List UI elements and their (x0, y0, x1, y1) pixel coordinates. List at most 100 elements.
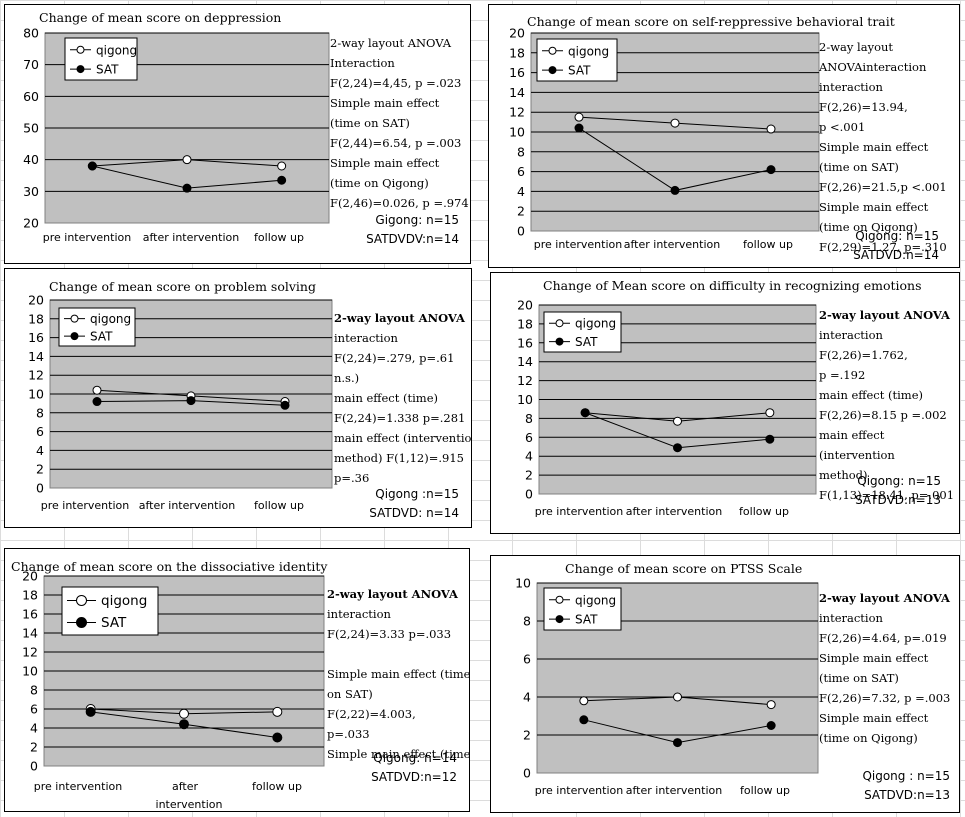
y-tick-label: 20 (22, 569, 38, 584)
data-point-sat (277, 175, 287, 185)
stats-line: (time on Qigong) (819, 731, 918, 745)
stats-line: (intervention (819, 448, 895, 462)
legend-marker (555, 337, 564, 346)
legend-marker (555, 319, 564, 328)
x-tick-label: pre intervention (43, 231, 132, 244)
stats-line: F(1,13)=18.41, p=.001 (819, 488, 955, 502)
y-tick-label: 20 (23, 216, 39, 231)
y-tick-label: 16 (28, 330, 44, 345)
chart-title: Change of mean score on self-reppressive… (527, 14, 895, 29)
stats-line: F(2,44)=6.54, p =.003 (330, 136, 462, 150)
legend-marker (76, 65, 85, 74)
stats-line: Simple main effect (819, 651, 929, 665)
legend-marker (70, 314, 79, 323)
x-tick-label: follow up (740, 784, 790, 797)
legend-marker (548, 46, 557, 55)
sample-size-line: SATDVD:n=14 (853, 248, 939, 262)
chart-title: Change of mean score on deppression (39, 10, 282, 25)
sample-size-line: Qigong :n=15 (375, 487, 459, 501)
y-tick-label: 6 (523, 652, 531, 667)
y-tick-label: 20 (509, 26, 525, 41)
y-tick-label: 4 (525, 449, 533, 464)
data-point-sat (766, 165, 776, 175)
y-tick-label: 20 (517, 298, 533, 313)
stats-line: Simple main effect (time (327, 747, 470, 761)
y-tick-label: 16 (509, 65, 525, 80)
y-tick-label: 10 (22, 664, 38, 679)
legend-marker (76, 594, 87, 606)
legend-box (58, 307, 136, 347)
stats-line: n.s.) (334, 371, 360, 385)
legend-marker (76, 617, 87, 629)
y-tick-label: 8 (517, 144, 525, 159)
data-point-sat (580, 408, 590, 418)
y-tick-label: 2 (525, 468, 533, 483)
legend-label: SAT (575, 613, 598, 627)
data-point-qigong (766, 700, 776, 710)
stats-line: F(2,24)=.279, p=.61 (334, 351, 455, 365)
y-tick-label: 4 (517, 184, 525, 199)
stats-line: main effect (819, 428, 885, 442)
legend-box (543, 311, 622, 353)
x-tick-label: pre intervention (535, 784, 624, 797)
stats-line: 2-way layout ANOVA (327, 587, 458, 601)
sample-size-line: SATDVD: n=14 (369, 506, 459, 520)
legend-marker (76, 45, 85, 54)
stats-line: F(2,26)=1.762, (819, 348, 908, 362)
chart-title: Change of mean score on problem solving (49, 279, 316, 294)
y-tick-label: 12 (517, 373, 533, 388)
stats-line: (time on SAT) (330, 116, 410, 130)
y-tick-label: 16 (517, 335, 533, 350)
y-tick-label: 12 (22, 645, 38, 660)
x-tick-label: pre intervention (534, 238, 623, 251)
data-point-qigong (673, 416, 682, 426)
data-point-sat (766, 721, 776, 730)
stats-line: main effect (time) (819, 388, 923, 402)
sample-size-line: Qigong: n=14 (373, 751, 457, 765)
sample-size-line: SATDVD:n=13 (864, 788, 950, 802)
legend-label: qigong (568, 44, 609, 58)
stats-line: p =.192 (819, 368, 866, 382)
y-tick-label: 14 (22, 626, 38, 641)
stats-line: p=.033 (327, 727, 370, 741)
stats-line (327, 644, 469, 664)
stats-text: 2-way layout ANOVA interaction F(2,24)=3.3… (327, 584, 470, 764)
stats-line: p <.001 (819, 120, 866, 134)
sample-size-text: Qigong :n=15 SATDVD: n=14 (369, 485, 459, 523)
chart-panel-dissociative: 0 2 4 6 8 10 12 14 16 18 20 pre intervention after in… (4, 548, 470, 812)
data-point-qigong (179, 708, 189, 719)
stats-line: main effect (time) (334, 391, 438, 405)
data-point-sat (182, 183, 192, 193)
y-tick-label: 10 (28, 387, 44, 402)
stats-text: 2-way layout ANOVA interaction F(2,24)=.27… (334, 308, 472, 488)
stats-line: main effect (intervention (334, 431, 472, 445)
y-tick-label: 40 (23, 152, 39, 167)
legend-box (536, 38, 618, 82)
legend-marker (70, 332, 79, 341)
y-tick-label: 50 (23, 121, 39, 136)
stats-text: 2-way layout ANOVA interaction F(2,26)=4.6… (819, 588, 950, 748)
stats-line: F(2,46)=0.026, p =.974 (330, 196, 469, 210)
stats-line: (time on Qigong) (819, 220, 918, 234)
stats-text: 2-way layout ANOVA Interaction F(2,24)=4,4… (330, 33, 469, 213)
legend-label: SAT (568, 64, 591, 78)
stats-line: F(2,22)=4.003, (327, 707, 416, 721)
x-tick-label: follow up (743, 238, 793, 251)
x-tick-label: after intervention (624, 238, 720, 251)
stats-line: ANOVAinteraction (819, 60, 927, 74)
x-tick-label: pre intervention (34, 780, 123, 793)
stats-line: interaction (327, 607, 391, 621)
stats-line: F(2,26)=4.64, p=.019 (819, 631, 947, 645)
chart-plot-self-repressive: 0 2 4 6 8 10 12 14 16 18 20 pre intervention after i… (509, 26, 820, 251)
y-tick-label: 18 (509, 45, 525, 60)
data-point-qigong (673, 692, 682, 702)
y-tick-label: 80 (23, 26, 39, 41)
data-point-qigong (182, 155, 192, 165)
sample-size-line: Qigong: n=15 (857, 474, 941, 488)
stats-line: F(2,26)=13.94, (819, 100, 908, 114)
chart-plot-depression: 20 30 40 50 60 70 80 pre intervention after inte… (23, 26, 330, 244)
x-tick-label: follow up (252, 780, 302, 793)
y-tick-label: 2 (523, 728, 531, 743)
stats-line: interaction (819, 328, 883, 342)
stats-line: Interaction (330, 56, 395, 70)
